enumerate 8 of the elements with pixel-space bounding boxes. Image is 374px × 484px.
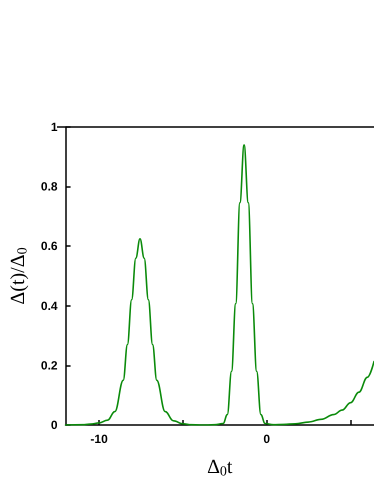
y-axis-title: Δ(t)/Δ0 (7, 247, 30, 305)
y-tick-label: 0.6 (40, 239, 58, 254)
y-tick-label: 0.8 (40, 180, 58, 194)
x-tick-label: -10 (90, 432, 108, 446)
y-tick-label: 1 (50, 120, 58, 134)
y-tick-label: 0.2 (40, 358, 58, 372)
y-tick-label: 0.4 (40, 298, 58, 313)
y-tick-label: 0 (50, 418, 58, 432)
